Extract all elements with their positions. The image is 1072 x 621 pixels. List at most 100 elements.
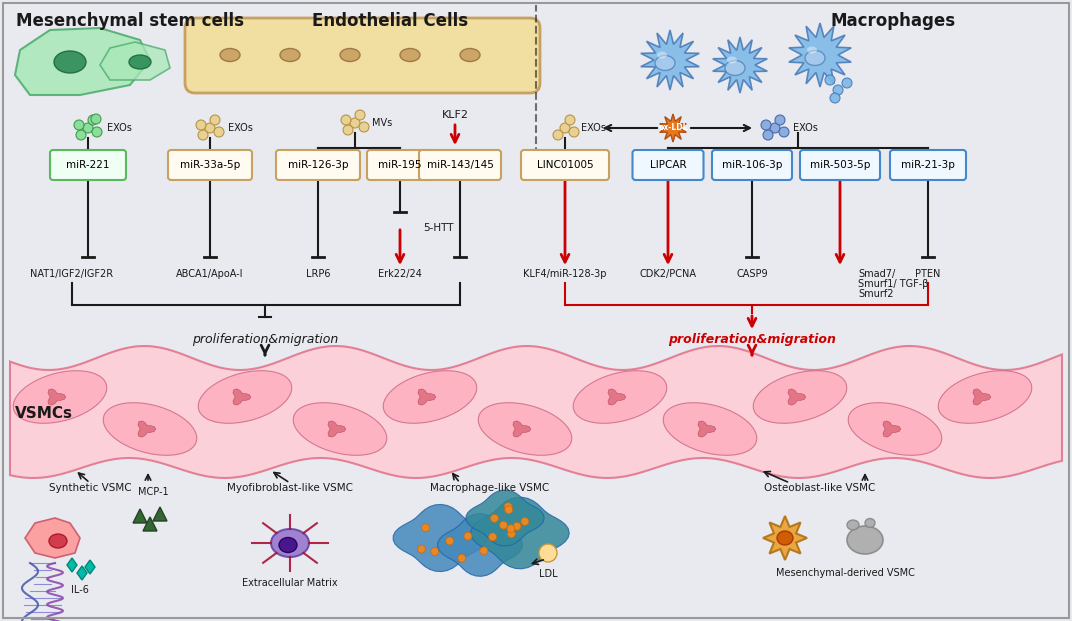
- Ellipse shape: [54, 51, 86, 73]
- Polygon shape: [754, 371, 847, 424]
- Circle shape: [341, 115, 351, 125]
- Text: Mesenchymal stem cells: Mesenchymal stem cells: [16, 12, 244, 30]
- Text: IL-6: IL-6: [71, 585, 89, 595]
- Polygon shape: [713, 37, 768, 93]
- Polygon shape: [383, 371, 477, 424]
- Text: CDK2/PCNA: CDK2/PCNA: [640, 269, 697, 279]
- Text: EXOs: EXOs: [228, 123, 253, 133]
- Text: Osteoblast-like VSMC: Osteoblast-like VSMC: [764, 483, 876, 493]
- Text: VSMCs: VSMCs: [15, 406, 73, 420]
- Circle shape: [421, 524, 430, 532]
- Circle shape: [553, 130, 563, 140]
- Polygon shape: [973, 389, 991, 405]
- Polygon shape: [15, 28, 150, 95]
- Circle shape: [779, 127, 789, 137]
- Text: miR-126-3p: miR-126-3p: [287, 160, 348, 170]
- Polygon shape: [883, 421, 900, 437]
- Text: KLF2: KLF2: [442, 110, 468, 120]
- Ellipse shape: [865, 519, 875, 527]
- Circle shape: [458, 554, 465, 562]
- Circle shape: [359, 122, 369, 132]
- Circle shape: [770, 123, 780, 133]
- Circle shape: [210, 115, 220, 125]
- Ellipse shape: [280, 48, 300, 61]
- Circle shape: [205, 123, 215, 133]
- Text: miR-143/145: miR-143/145: [427, 160, 493, 170]
- Text: ABCA1/ApoA-I: ABCA1/ApoA-I: [176, 269, 243, 279]
- Circle shape: [83, 123, 93, 133]
- Ellipse shape: [847, 520, 859, 530]
- Ellipse shape: [129, 55, 151, 69]
- Text: PTEN: PTEN: [915, 269, 941, 279]
- Circle shape: [214, 127, 224, 137]
- Circle shape: [464, 532, 472, 540]
- Text: proliferation&migration: proliferation&migration: [192, 333, 338, 347]
- Circle shape: [349, 118, 360, 128]
- Polygon shape: [848, 403, 942, 455]
- Text: 5-HTT: 5-HTT: [423, 223, 453, 233]
- FancyBboxPatch shape: [890, 150, 966, 180]
- Polygon shape: [85, 560, 95, 574]
- Text: LRP6: LRP6: [306, 269, 330, 279]
- FancyBboxPatch shape: [367, 150, 433, 180]
- Circle shape: [507, 525, 515, 533]
- Text: EXOs: EXOs: [581, 123, 606, 133]
- Polygon shape: [25, 518, 80, 558]
- Polygon shape: [608, 389, 626, 405]
- Polygon shape: [437, 514, 522, 576]
- FancyBboxPatch shape: [800, 150, 880, 180]
- Circle shape: [431, 548, 438, 556]
- Text: proliferation&migration: proliferation&migration: [668, 333, 836, 347]
- Polygon shape: [66, 558, 77, 572]
- Polygon shape: [659, 114, 686, 142]
- FancyBboxPatch shape: [50, 150, 126, 180]
- Text: LIPCAR: LIPCAR: [650, 160, 686, 170]
- Polygon shape: [698, 421, 716, 437]
- Polygon shape: [48, 389, 65, 405]
- Ellipse shape: [340, 48, 360, 61]
- Polygon shape: [143, 517, 157, 531]
- Circle shape: [833, 85, 843, 95]
- Polygon shape: [233, 389, 251, 405]
- Text: Smurf2: Smurf2: [858, 289, 893, 299]
- Circle shape: [775, 115, 785, 125]
- Text: KLF4/miR-128-3p: KLF4/miR-128-3p: [523, 269, 607, 279]
- Circle shape: [196, 120, 206, 130]
- Polygon shape: [133, 509, 147, 523]
- Circle shape: [830, 93, 840, 103]
- Polygon shape: [471, 497, 569, 569]
- FancyBboxPatch shape: [419, 150, 501, 180]
- Text: LINC01005: LINC01005: [537, 160, 593, 170]
- Polygon shape: [13, 371, 107, 424]
- Text: Synthetic VSMC: Synthetic VSMC: [48, 483, 131, 493]
- Polygon shape: [328, 421, 346, 437]
- Text: miR-106-3p: miR-106-3p: [721, 160, 783, 170]
- FancyBboxPatch shape: [168, 150, 252, 180]
- Circle shape: [489, 533, 496, 541]
- Ellipse shape: [805, 50, 825, 65]
- Text: MCP-1: MCP-1: [137, 487, 168, 497]
- Ellipse shape: [655, 55, 675, 71]
- Circle shape: [763, 130, 773, 140]
- Text: Macrophage-like VSMC: Macrophage-like VSMC: [430, 483, 550, 493]
- Circle shape: [74, 120, 84, 130]
- Text: Smurf1/ TGF-β: Smurf1/ TGF-β: [858, 279, 928, 289]
- Circle shape: [761, 120, 771, 130]
- Text: Smad7/: Smad7/: [858, 269, 895, 279]
- Text: MVs: MVs: [372, 118, 392, 128]
- Text: EXOs: EXOs: [793, 123, 818, 133]
- Polygon shape: [478, 403, 571, 455]
- Polygon shape: [138, 421, 155, 437]
- Text: miR-33a-5p: miR-33a-5p: [180, 160, 240, 170]
- Text: Mesenchymal-derived VSMC: Mesenchymal-derived VSMC: [775, 568, 914, 578]
- Circle shape: [343, 125, 353, 135]
- FancyBboxPatch shape: [632, 150, 703, 180]
- Circle shape: [505, 505, 512, 514]
- Polygon shape: [466, 490, 545, 546]
- Circle shape: [198, 130, 208, 140]
- Text: Endothelial Cells: Endothelial Cells: [312, 12, 468, 30]
- Polygon shape: [788, 389, 806, 405]
- Ellipse shape: [847, 526, 883, 554]
- Circle shape: [417, 545, 426, 553]
- Ellipse shape: [49, 534, 66, 548]
